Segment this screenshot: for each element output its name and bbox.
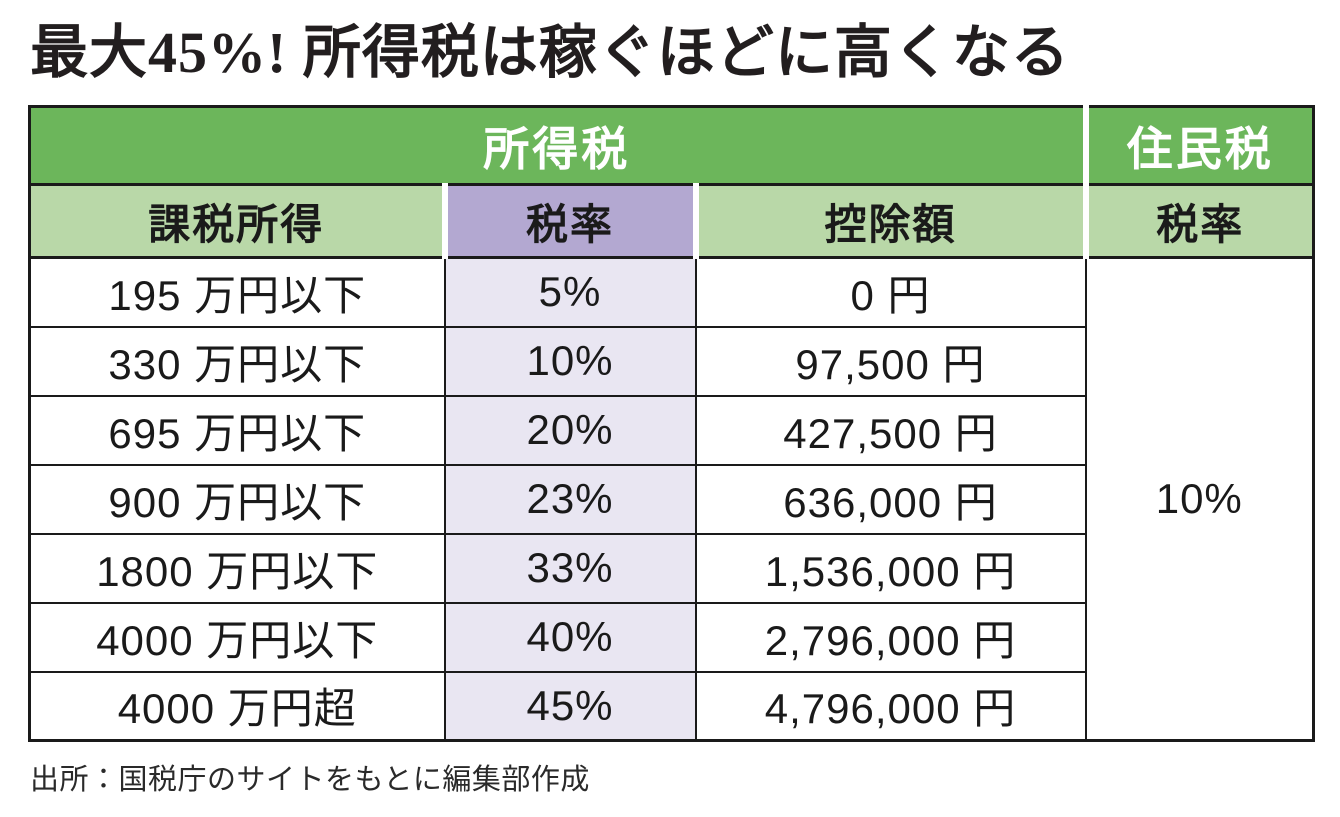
table-row: 695 万円以下 20% 427,500 円 xyxy=(28,394,1314,466)
cell-taxable-income: 1800 万円以下 xyxy=(28,532,446,604)
cell-tax-rate: 45% xyxy=(443,670,697,742)
cell-taxable-income: 4000 万円超 xyxy=(28,670,446,742)
cell-deduction: 1,536,000 円 xyxy=(694,532,1087,604)
cell-tax-rate: 33% xyxy=(443,532,697,604)
cell-tax-rate: 23% xyxy=(443,463,697,535)
group-header-income-tax: 所得税 xyxy=(29,106,1086,186)
cell-deduction: 4,796,000 円 xyxy=(694,670,1087,742)
group-header-resident-tax: 住民税 xyxy=(1082,106,1314,186)
cell-tax-rate: 5% xyxy=(443,256,697,328)
table-row: 4000 万円超 45% 4,796,000 円 xyxy=(28,670,1314,742)
cell-tax-rate: 40% xyxy=(443,601,697,673)
table-row: 330 万円以下 10% 97,500 円 xyxy=(28,325,1314,397)
cell-taxable-income: 695 万円以下 xyxy=(28,394,446,466)
table-row: 900 万円以下 23% 636,000 円 xyxy=(28,463,1314,535)
group-header-row: 所得税 住民税 xyxy=(29,106,1314,186)
cell-taxable-income: 900 万円以下 xyxy=(28,463,446,535)
cell-deduction: 0 円 xyxy=(694,256,1087,328)
column-header-resident-tax-rate: 税率 xyxy=(1082,184,1314,259)
tax-rate-table: 所得税 住民税 課税所得 税率 控除額 税率 195 万円以下 5% 0 円 1… xyxy=(28,105,1315,742)
column-header-deduction: 控除額 xyxy=(695,184,1086,259)
cell-deduction: 427,500 円 xyxy=(694,394,1087,466)
column-header-taxable-income: 課税所得 xyxy=(29,184,445,259)
cell-taxable-income: 330 万円以下 xyxy=(28,325,446,397)
table-row: 1800 万円以下 33% 1,536,000 円 xyxy=(28,532,1314,604)
cell-tax-rate: 20% xyxy=(443,394,697,466)
cell-tax-rate: 10% xyxy=(443,325,697,397)
cell-taxable-income: 195 万円以下 xyxy=(28,256,446,328)
source-attribution: 出所：国税庁のサイトをもとに編集部作成 xyxy=(30,764,590,796)
cell-deduction: 636,000 円 xyxy=(694,463,1087,535)
column-header-row: 課税所得 税率 控除額 税率 xyxy=(29,184,1314,259)
cell-deduction: 97,500 円 xyxy=(694,325,1087,397)
table-row: 195 万円以下 5% 0 円 10% xyxy=(28,256,1315,742)
table-row: 4000 万円以下 40% 2,796,000 円 xyxy=(28,601,1314,673)
cell-resident-tax-rate: 10% xyxy=(1084,256,1315,742)
cell-taxable-income: 4000 万円以下 xyxy=(28,601,446,673)
cell-deduction: 2,796,000 円 xyxy=(694,601,1087,673)
column-header-tax-rate: 税率 xyxy=(441,184,699,259)
page-title: 最大45%! 所得税は稼ぐほどに高くなる xyxy=(30,20,1070,85)
